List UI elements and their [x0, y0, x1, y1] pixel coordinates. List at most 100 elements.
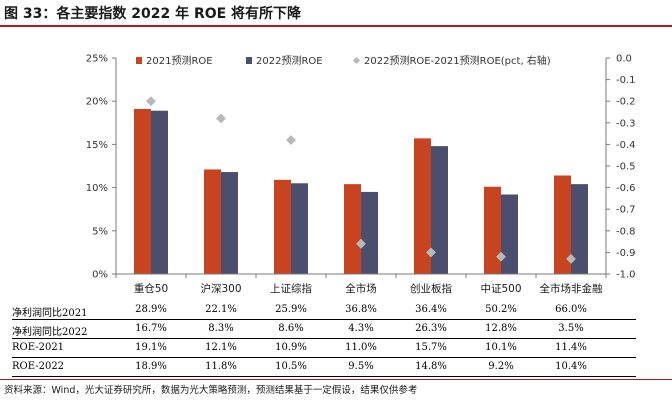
- bar-marks: [134, 108, 588, 274]
- right-tick-label: -0.9: [616, 248, 636, 259]
- table-row: ROE-2022 18.9% 11.8% 10.5% 9.5% 14.8% 9.2% 10.4…: [0, 359, 672, 377]
- table-cell: 18.9%: [135, 361, 167, 372]
- scatter-point: [146, 96, 156, 107]
- row-divider: [12, 338, 636, 339]
- table-cell: 28.9%: [135, 304, 167, 315]
- table-cell: 11.4%: [555, 342, 587, 353]
- bar: [151, 110, 168, 274]
- table-cell: 22.1%: [205, 304, 237, 315]
- bar: [134, 108, 151, 274]
- scatter-point: [356, 238, 366, 249]
- table-cell: 10.4%: [555, 361, 587, 372]
- table-cell: 10.1%: [485, 342, 517, 353]
- row-label: 净利润同比2021: [12, 308, 88, 319]
- footer-rule: [0, 379, 672, 380]
- right-tick-label: -0.3: [616, 118, 636, 129]
- table-cell: 4.3%: [348, 323, 374, 334]
- bar: [221, 172, 238, 274]
- scatter-point: [426, 247, 436, 258]
- legend-swatch: [246, 57, 252, 64]
- table-cell: 12.1%: [205, 342, 237, 353]
- legend-label: 2022预测ROE-2021预测ROE(pct, 右轴): [364, 54, 551, 67]
- category-label: 全市场: [345, 282, 377, 295]
- table-cell: 10.5%: [275, 361, 307, 372]
- table-cell: 16.7%: [135, 323, 167, 334]
- scatter-point: [286, 135, 296, 146]
- left-tick-label: 25%: [86, 54, 108, 65]
- figure-title: 图 33：各主要指数 2022 年 ROE 将有所下降: [4, 6, 302, 22]
- table-cell: 8.6%: [278, 323, 304, 334]
- table-cell: 3.5%: [558, 323, 584, 334]
- scatter-point: [566, 253, 576, 264]
- table-cell: 10.9%: [275, 342, 307, 353]
- category-label: 全市场非金融: [540, 282, 603, 295]
- bar: [484, 186, 501, 274]
- table-row: 净利润同比2021 28.9% 22.1% 25.9% 36.8% 36.4% 50.2% 6…: [0, 302, 672, 320]
- row-label: ROE-2022: [12, 361, 65, 372]
- category-label: 重仓50: [134, 282, 168, 295]
- bar: [431, 146, 448, 274]
- bar: [204, 169, 221, 274]
- table-cell: 9.2%: [488, 361, 514, 372]
- bar: [554, 175, 571, 274]
- right-tick-label: -0.8: [616, 226, 636, 237]
- table-cell: 8.3%: [208, 323, 234, 334]
- figure-header: 图 33：各主要指数 2022 年 ROE 将有所下降: [0, 0, 672, 27]
- row-label: ROE-2021: [12, 342, 65, 353]
- table-cell: 36.8%: [345, 304, 377, 315]
- table-row: ROE-2021 19.1% 12.1% 10.9% 11.0% 15.7% 10.1% 11…: [0, 340, 672, 358]
- bar: [361, 191, 378, 274]
- left-tick-label: 5%: [92, 226, 108, 237]
- legend-label: 2022预测ROE: [256, 54, 323, 67]
- right-axis: 0.0 -0.1 -0.2 -0.3 -0.4 -0.5 -0.6 -0.7 -0.8 -0.9 -…: [605, 54, 636, 281]
- bar: [414, 138, 431, 274]
- table-cell: 11.0%: [345, 342, 377, 353]
- right-tick-label: 0.0: [616, 54, 632, 65]
- left-tick-label: 10%: [86, 183, 108, 194]
- legend-label: 2021预测ROE: [146, 54, 213, 67]
- roe-chart: 0% 5% 10% 15% 20% 25% 0.0 -0.1 -0.2 -0.3 -0.4 -0.5…: [86, 54, 636, 296]
- legend-swatch: [352, 56, 361, 65]
- row-divider: [12, 357, 636, 358]
- right-tick-label: -0.1: [616, 75, 636, 86]
- left-tick-label: 20%: [86, 97, 108, 108]
- category-label: 上证综指: [270, 282, 312, 295]
- legend-swatch: [136, 57, 142, 64]
- table-cell: 19.1%: [135, 342, 167, 353]
- bar: [274, 179, 291, 274]
- bar: [344, 184, 361, 274]
- header-rule: [0, 25, 672, 27]
- left-axis: 0% 5% 10% 15% 20% 25%: [86, 54, 117, 281]
- table-cell: 36.4%: [415, 304, 447, 315]
- category-label: 创业板指: [410, 282, 452, 295]
- scatter-point: [216, 113, 226, 124]
- table-cell: 50.2%: [485, 304, 517, 315]
- right-tick-label: -1.0: [616, 270, 636, 281]
- table-cell: 25.9%: [275, 304, 307, 315]
- right-tick-label: -0.2: [616, 97, 636, 108]
- category-label: 中证500: [480, 282, 521, 295]
- category-labels: 重仓50 沪深300 上证综指 全市场 创业板指 中证500 全市场非金融: [115, 273, 607, 295]
- chart-legend: 2021预测ROE 2022预测ROE 2022预测ROE-2021预测ROE(pc…: [136, 54, 551, 67]
- right-tick-label: -0.6: [616, 183, 636, 194]
- right-tick-label: -0.7: [616, 205, 636, 216]
- left-tick-label: 0%: [92, 270, 108, 281]
- table-cell: 15.7%: [415, 342, 447, 353]
- bar: [501, 194, 518, 274]
- table-cell: 11.8%: [205, 361, 237, 372]
- row-label: 净利润同比2022: [12, 327, 88, 338]
- bar: [571, 184, 588, 274]
- table-cell: 12.8%: [485, 323, 517, 334]
- table-cell: 66.0%: [555, 304, 587, 315]
- source-note: 资料来源：Wind，光大证券研究所，数据为光大策略预测，预测结果基于一定假设，结…: [4, 385, 418, 396]
- table-cell: 9.5%: [348, 361, 374, 372]
- row-divider: [12, 376, 636, 377]
- right-tick-label: -0.4: [616, 140, 636, 151]
- table-cell: 26.3%: [415, 323, 447, 334]
- right-tick-label: -0.5: [616, 162, 636, 173]
- table-cell: 14.8%: [415, 361, 447, 372]
- bar: [291, 183, 308, 274]
- left-tick-label: 15%: [86, 140, 108, 151]
- category-label: 沪深300: [200, 282, 241, 295]
- table-row: 净利润同比2022 16.7% 8.3% 8.6% 4.3% 26.3% 12.8% 3.5%: [0, 321, 672, 339]
